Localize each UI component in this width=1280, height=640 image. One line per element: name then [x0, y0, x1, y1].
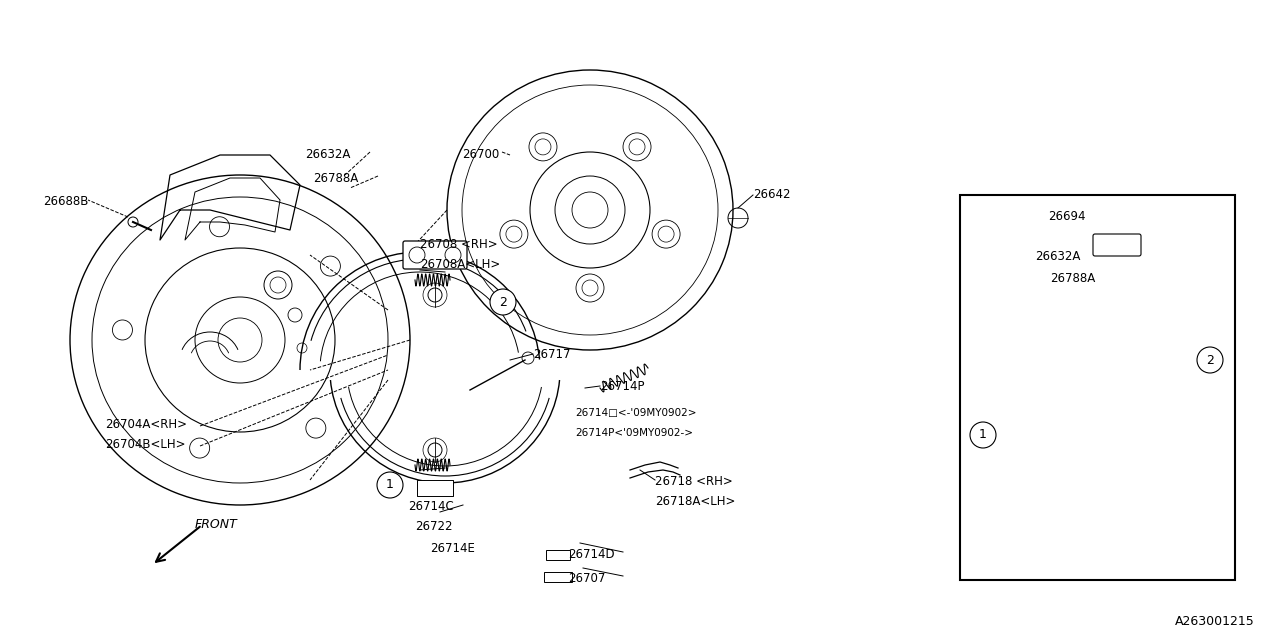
Bar — [547, 550, 570, 560]
Text: A263001215: A263001215 — [1175, 615, 1254, 628]
Text: 26704B<LH>: 26704B<LH> — [105, 438, 186, 451]
Text: 26700: 26700 — [462, 148, 499, 161]
Text: 26632A: 26632A — [305, 148, 351, 161]
Bar — [417, 480, 453, 496]
Bar — [544, 572, 572, 582]
Text: 1: 1 — [979, 429, 987, 442]
Text: 26714D: 26714D — [568, 548, 614, 561]
Circle shape — [970, 422, 996, 448]
Text: 2: 2 — [499, 296, 507, 308]
Circle shape — [378, 472, 403, 498]
Circle shape — [1197, 347, 1222, 373]
Text: 2: 2 — [1206, 353, 1213, 367]
Text: 26707: 26707 — [568, 572, 605, 585]
Text: 26632A: 26632A — [1036, 250, 1080, 263]
Text: 26714P<'09MY0902->: 26714P<'09MY0902-> — [575, 428, 692, 438]
Text: 26717: 26717 — [532, 348, 571, 361]
Text: 26714C: 26714C — [408, 500, 453, 513]
Text: 26708A<LH>: 26708A<LH> — [420, 258, 500, 271]
Bar — [960, 195, 1235, 580]
Text: 26718 <RH>: 26718 <RH> — [655, 475, 732, 488]
Text: 26714E: 26714E — [430, 542, 475, 555]
Text: 26714□<-'09MY0902>: 26714□<-'09MY0902> — [575, 408, 696, 418]
Circle shape — [490, 289, 516, 315]
FancyBboxPatch shape — [403, 241, 467, 269]
Text: 26704A<RH>: 26704A<RH> — [105, 418, 187, 431]
Text: 26642: 26642 — [753, 188, 791, 201]
Text: 26694: 26694 — [1048, 210, 1085, 223]
FancyBboxPatch shape — [1093, 234, 1140, 256]
Text: 26788A: 26788A — [314, 172, 358, 185]
Text: 26688B: 26688B — [44, 195, 88, 208]
Text: 1: 1 — [387, 479, 394, 492]
Text: 26708 <RH>: 26708 <RH> — [420, 238, 498, 251]
Text: 26788A: 26788A — [1050, 272, 1096, 285]
Text: FRONT: FRONT — [195, 518, 238, 531]
Text: 26714P: 26714P — [600, 380, 645, 393]
Text: 26722: 26722 — [415, 520, 453, 533]
Text: 26718A<LH>: 26718A<LH> — [655, 495, 736, 508]
